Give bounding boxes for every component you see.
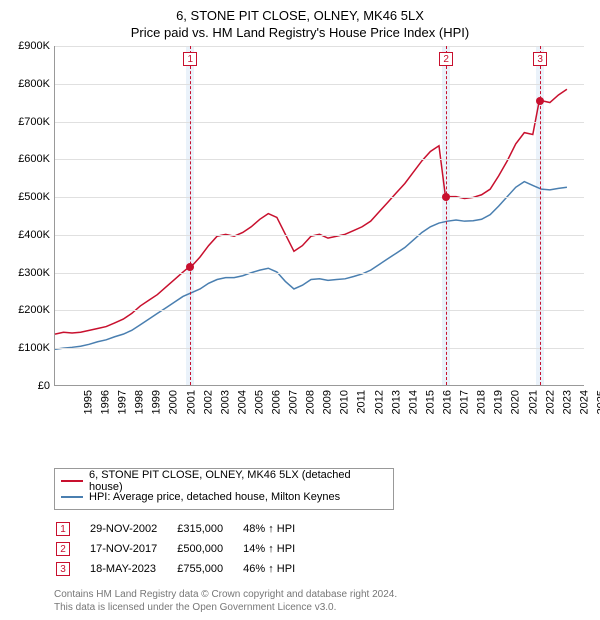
gridline <box>55 46 584 47</box>
gridline <box>55 197 584 198</box>
y-axis-label: £300K <box>18 267 50 279</box>
legend-swatch-hpi <box>61 496 83 498</box>
sale-date: 17-NOV-2017 <box>90 540 175 558</box>
footer-attribution: Contains HM Land Registry data © Crown c… <box>54 588 590 614</box>
series-line-property <box>55 89 567 334</box>
sale-marker-2: 2 <box>56 542 70 556</box>
sale-date: 29-NOV-2002 <box>90 520 175 538</box>
y-axis-label: £400K <box>18 229 50 241</box>
y-axis-label: £0 <box>38 380 50 392</box>
y-axis-label: £800K <box>18 78 50 90</box>
sales-table: 1 29-NOV-2002 £315,000 48% ↑ HPI 2 17-NO… <box>54 518 315 580</box>
y-axis-label: £600K <box>18 153 50 165</box>
sale-marker-3: 3 <box>56 562 70 576</box>
sale-price: £500,000 <box>177 540 241 558</box>
plot-area: 1 2 3 <box>54 46 584 386</box>
y-axis-label: £200K <box>18 304 50 316</box>
sale-point-dot <box>186 263 194 271</box>
legend-label-property: 6, STONE PIT CLOSE, OLNEY, MK46 5LX (det… <box>89 469 387 493</box>
x-axis-label: 2025 <box>595 390 600 414</box>
sale-dash-line <box>446 46 447 385</box>
chart-container: 6, STONE PIT CLOSE, OLNEY, MK46 5LX Pric… <box>0 0 600 620</box>
legend-item-hpi: HPI: Average price, detached house, Milt… <box>61 489 387 505</box>
table-row: 3 18-MAY-2023 £755,000 46% ↑ HPI <box>56 560 313 578</box>
gridline <box>55 159 584 160</box>
table-row: 1 29-NOV-2002 £315,000 48% ↑ HPI <box>56 520 313 538</box>
chart-area: 1 2 3 £0 £100K £200K £300K £400K £500K £600K £700… <box>10 46 590 426</box>
series-line-hpi <box>55 182 567 350</box>
table-row: 2 17-NOV-2017 £500,000 14% ↑ HPI <box>56 540 313 558</box>
sale-point-dot <box>442 193 450 201</box>
sale-marker-box: 2 <box>439 52 453 66</box>
chart-title: 6, STONE PIT CLOSE, OLNEY, MK46 5LX <box>10 8 590 23</box>
y-axis-label: £700K <box>18 116 50 128</box>
gridline <box>55 235 584 236</box>
legend-label-hpi: HPI: Average price, detached house, Milt… <box>89 491 340 503</box>
sale-diff: 14% ↑ HPI <box>243 540 313 558</box>
gridline <box>55 348 584 349</box>
gridline <box>55 310 584 311</box>
sale-price: £755,000 <box>177 560 241 578</box>
sale-marker-1: 1 <box>56 522 70 536</box>
sale-marker-box: 1 <box>183 52 197 66</box>
legend: 6, STONE PIT CLOSE, OLNEY, MK46 5LX (det… <box>54 468 394 510</box>
sale-point-dot <box>536 97 544 105</box>
chart-subtitle: Price paid vs. HM Land Registry's House … <box>10 25 590 40</box>
y-axis-label: £900K <box>18 40 50 52</box>
legend-swatch-property <box>61 480 83 482</box>
sale-diff: 46% ↑ HPI <box>243 560 313 578</box>
legend-item-property: 6, STONE PIT CLOSE, OLNEY, MK46 5LX (det… <box>61 473 387 489</box>
sale-diff: 48% ↑ HPI <box>243 520 313 538</box>
chart-svg <box>55 46 584 385</box>
y-axis-label: £100K <box>18 342 50 354</box>
sale-dash-line <box>190 46 191 385</box>
sale-date: 18-MAY-2023 <box>90 560 175 578</box>
gridline <box>55 273 584 274</box>
gridline <box>55 122 584 123</box>
sale-price: £315,000 <box>177 520 241 538</box>
footer-line-2: This data is licensed under the Open Gov… <box>54 601 590 614</box>
y-axis-label: £500K <box>18 191 50 203</box>
gridline <box>55 84 584 85</box>
sale-marker-box: 3 <box>533 52 547 66</box>
